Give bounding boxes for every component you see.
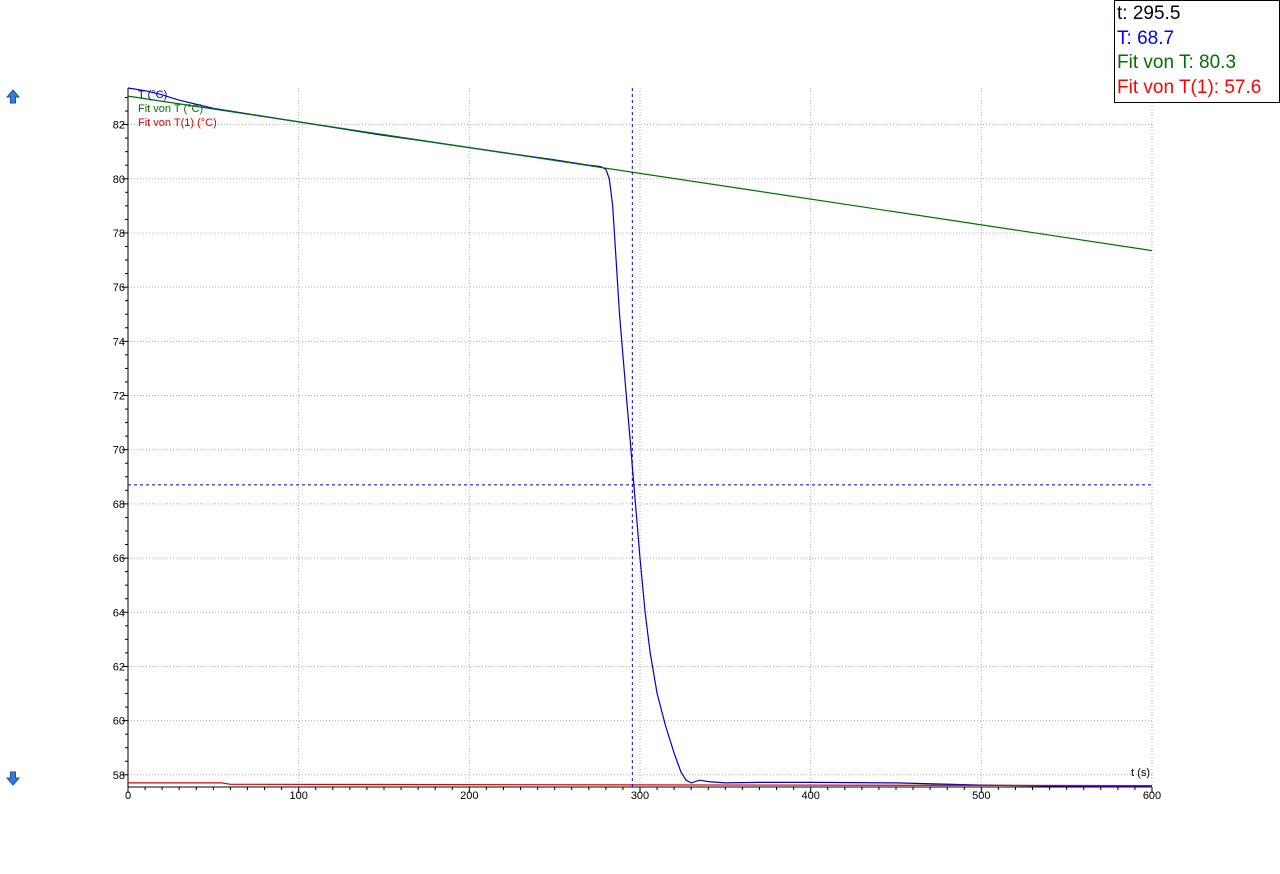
y-tick-label: 70 <box>113 445 125 457</box>
x-tick-label: 600 <box>1143 790 1161 802</box>
y-tick-label: 64 <box>113 607 125 619</box>
legend-entry: T (°C) <box>138 89 167 101</box>
x-tick-label: 500 <box>972 790 990 802</box>
cursor-crosshair[interactable] <box>128 88 1152 787</box>
readout-value: 295.5 <box>1132 3 1181 24</box>
readout-label: Fit von T(1) <box>1117 76 1214 98</box>
legend-entry: Fit von T (°C) <box>138 103 203 115</box>
x-tick-label: 200 <box>460 790 478 802</box>
arrow-down-icon <box>5 771 21 786</box>
grid-lines <box>128 88 1153 787</box>
y-tick-label: 66 <box>113 553 125 565</box>
y-tick-label: 76 <box>113 282 125 294</box>
y-tick-label: 62 <box>113 661 125 673</box>
readout-row-T: T: 68.7 <box>1117 27 1175 49</box>
axes: 58 60 62 64 66 68 70 72 74 76 78 80 82 0 100 200 300 400 5… <box>113 88 1161 802</box>
legend: T (°C) Fit von T (°C) Fit von T(1) (°C) <box>138 89 217 129</box>
readout-row-fit: Fit von T: 80.3 <box>1117 52 1237 73</box>
cursor-readout-box: t: 295.5 T: 68.7 Fit von T: 80.3 Fit von… <box>1114 0 1280 103</box>
series-line-3 <box>128 782 1153 787</box>
x-tick-label: 300 <box>631 790 649 802</box>
series-lines <box>127 87 1153 788</box>
readout-value: 68.7 <box>1137 27 1175 49</box>
readout-label: t <box>1117 3 1123 24</box>
readout-label: T <box>1117 27 1127 49</box>
readout-row-fit-1: Fit von T(1): 57.6 <box>1117 76 1262 98</box>
x-tick-label: 400 <box>801 790 819 802</box>
series-line-2 <box>127 95 1153 252</box>
x-axis-label: t (s) <box>1131 767 1150 779</box>
y-tick-label: 74 <box>113 336 125 348</box>
y-tick-label: 68 <box>113 499 125 511</box>
y-tick-label: 78 <box>113 228 125 240</box>
y-tick-label: 60 <box>113 716 125 728</box>
x-tick-label: 100 <box>289 790 307 802</box>
arrow-up-icon <box>5 89 21 104</box>
series-line-1 <box>127 87 1153 788</box>
y-tick-label: 58 <box>113 770 125 782</box>
scroll-up-button[interactable] <box>5 89 21 105</box>
readout-label: Fit von T <box>1117 52 1189 73</box>
scroll-down-button[interactable] <box>5 770 21 786</box>
x-tick-label: 0 <box>125 790 131 802</box>
readout-value: 80.3 <box>1199 52 1237 73</box>
readout-value: 57.6 <box>1224 76 1262 98</box>
legend-entry: Fit von T(1) (°C) <box>138 117 217 129</box>
y-tick-label: 82 <box>113 120 125 132</box>
y-tick-label: 72 <box>113 391 125 403</box>
readout-row-t: t: 295.5 <box>1117 3 1181 24</box>
y-tick-label: 80 <box>113 174 125 186</box>
